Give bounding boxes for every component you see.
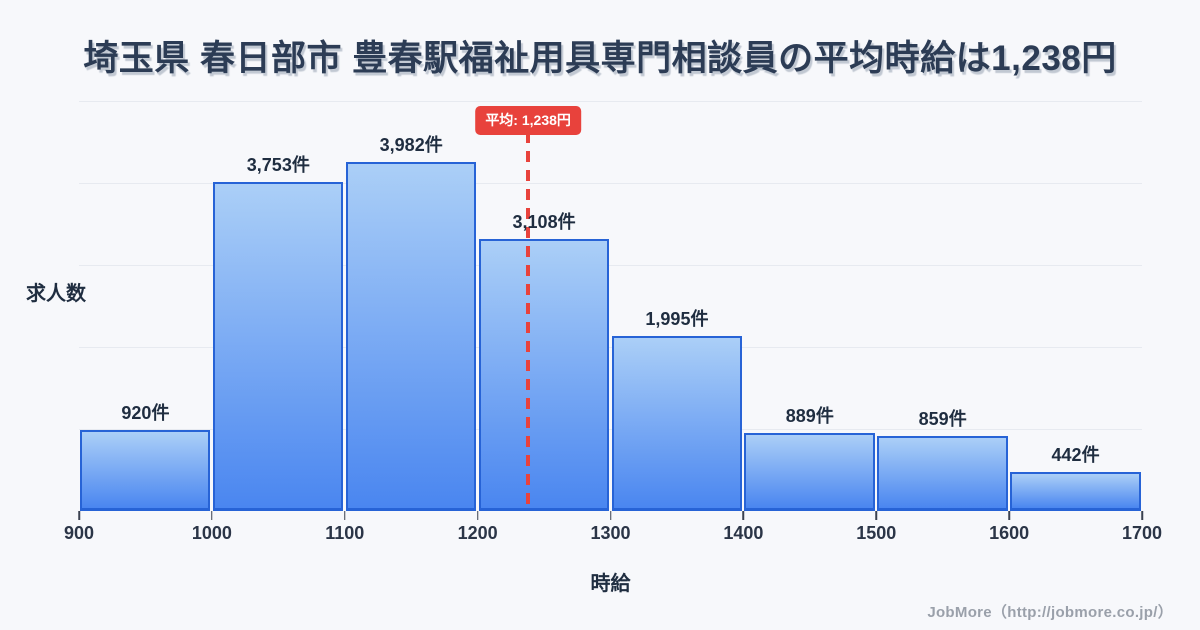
x-tick-mark: [344, 511, 346, 520]
x-tick-label: 1100: [325, 523, 365, 543]
x-tick-mark: [1141, 511, 1143, 520]
bar-value-label: 920件: [121, 403, 170, 424]
x-tick-label: 1300: [590, 523, 631, 543]
bar-value-label: 3,753件: [246, 154, 310, 175]
gridline: [79, 183, 1142, 184]
gridline: [79, 429, 1142, 430]
bar-value-label: 3,982件: [379, 134, 443, 155]
x-tick-label: 1500: [856, 523, 897, 543]
y-axis-title: 求人数: [26, 283, 86, 305]
x-tick-label: 1600: [989, 523, 1030, 543]
x-tick-mark: [742, 511, 745, 520]
x-tick-mark: [476, 511, 479, 520]
x-tick-label: 1000: [191, 523, 232, 543]
bar-value-label: 3,108件: [512, 211, 576, 232]
histogram-bar: [478, 238, 609, 511]
gridline: [79, 347, 1142, 348]
gridline: [79, 101, 1142, 102]
histogram-bar: [744, 433, 875, 511]
x-tick-mark: [875, 511, 877, 520]
bar-value-label: 442件: [1051, 445, 1100, 466]
x-tick-mark: [78, 511, 80, 520]
x-axis-title: 時給: [590, 573, 631, 595]
bar-value-label: 889件: [785, 406, 834, 427]
x-tick-mark: [1008, 511, 1010, 520]
plot-area: 920件 3,753件 3,982件 3,108件 1,995件 889件 859件 442件…: [79, 101, 1142, 511]
gridline: [79, 265, 1142, 266]
histogram-bar: [611, 336, 742, 511]
x-tick-mark: [609, 511, 612, 520]
histogram-bar: [80, 430, 211, 511]
x-tick-label: 1700: [1121, 523, 1163, 543]
histogram-bar: [345, 161, 477, 511]
x-tick-label: 1400: [723, 523, 764, 543]
average-badge: 平均: 1,238円: [475, 106, 581, 135]
bar-value-label: 859件: [918, 408, 967, 429]
histogram-bar: [1010, 472, 1141, 511]
histogram-bar: [877, 435, 1008, 511]
footer-credit: JobMore（http://jobmore.co.jp/）: [927, 604, 1173, 621]
x-axis: 900 1000 1100 1200 1300 1400 1500 1600 1700: [64, 511, 1162, 551]
bar-value-label: 1,995件: [645, 309, 709, 330]
page-title: 埼玉県 春日部市 豊春駅福祉用具専門相談員の平均時給は1,238円: [83, 39, 1117, 78]
histogram-bar: [212, 181, 344, 511]
x-tick-label: 900: [63, 523, 95, 543]
x-tick-label: 1200: [457, 523, 498, 543]
average-dashed-line: [526, 132, 531, 511]
x-tick-mark: [211, 511, 213, 520]
